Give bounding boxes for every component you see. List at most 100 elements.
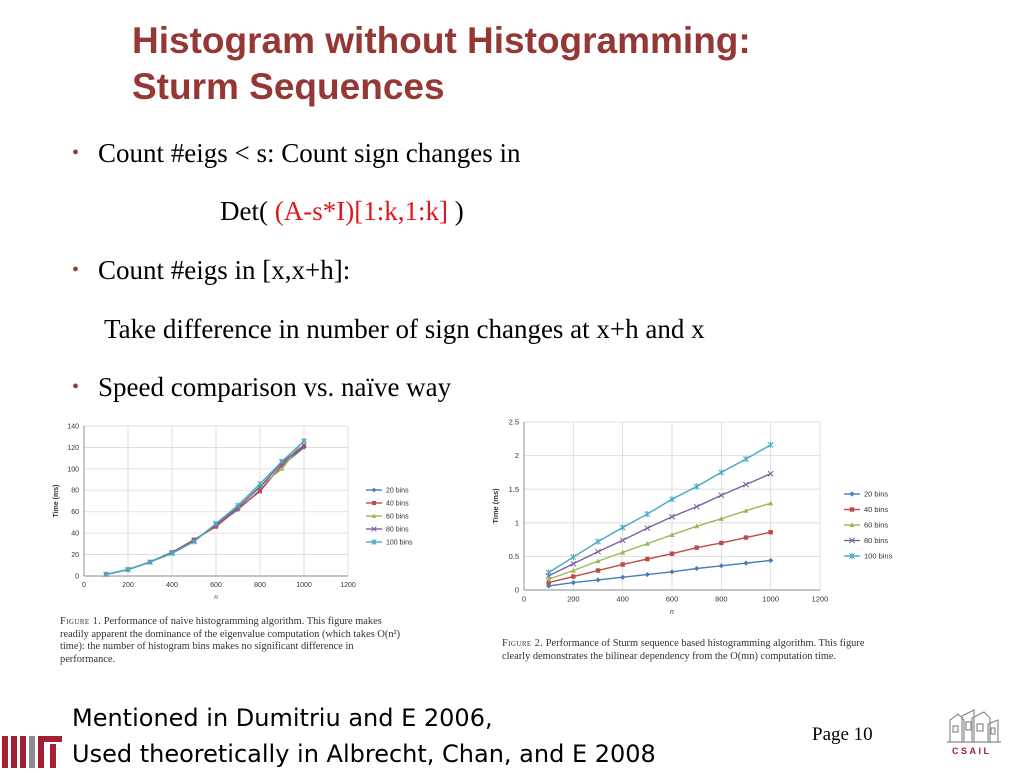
data-point — [645, 556, 650, 562]
bullet-dot-icon: • — [72, 259, 80, 281]
legend-marker — [371, 500, 377, 506]
legend-label: 100 bins — [864, 552, 893, 561]
data-point — [694, 545, 699, 550]
legend-marker — [849, 507, 855, 512]
data-point — [620, 562, 625, 567]
y-tick-label: 2 — [515, 451, 519, 460]
y-axis-label: Time (ms) — [491, 488, 500, 524]
data-point — [768, 529, 773, 535]
x-tick-label: 800 — [715, 595, 728, 604]
data-point — [570, 580, 576, 586]
bullet-2-detail: Take difference in number of sign change… — [104, 314, 705, 345]
data-point — [669, 569, 675, 575]
data-point — [213, 524, 219, 529]
data-point — [595, 538, 601, 545]
data-point — [301, 438, 307, 444]
data-point — [620, 574, 626, 580]
legend-marker — [849, 552, 855, 560]
data-point — [669, 496, 675, 503]
data-point — [743, 481, 749, 488]
data-point — [693, 503, 700, 510]
x-tick-label: 400 — [616, 595, 629, 604]
x-tick-label: 400 — [166, 582, 178, 589]
data-point — [693, 483, 700, 490]
y-tick-label: 80 — [71, 488, 79, 495]
slide-title: Histogram without Histogramming: Sturm S… — [132, 18, 992, 110]
data-point — [169, 550, 175, 557]
det-expression: Det( (A-s*I)[1:k,1:k] ) — [220, 196, 464, 227]
data-point — [743, 455, 749, 463]
page-number: Page 10 — [812, 724, 873, 745]
data-point — [619, 524, 626, 531]
data-point — [595, 577, 601, 583]
legend-marker — [371, 487, 377, 493]
series-line — [548, 502, 771, 580]
legend-label: 80 bins — [864, 536, 888, 545]
data-point — [571, 574, 576, 579]
bullet-3: • Speed comparison vs. naïve way — [72, 372, 451, 403]
data-point — [545, 569, 552, 576]
bullet-1-text: Count #eigs < s: Count sign changes in — [98, 138, 521, 168]
y-tick-label: 0.5 — [509, 552, 519, 561]
data-point — [619, 537, 626, 544]
x-tick-label: 600 — [210, 582, 222, 589]
data-point — [546, 576, 552, 582]
csail-label: CSAIL — [952, 746, 992, 756]
data-point — [768, 500, 774, 506]
data-point — [718, 516, 724, 521]
mention-text: Mentioned in Dumitriu and E 2006, Used t… — [72, 700, 656, 772]
data-point — [570, 567, 576, 573]
mit-logo-icon — [2, 736, 62, 768]
y-tick-label: 0 — [515, 586, 519, 595]
legend-label: 20 bins — [386, 487, 409, 494]
data-point — [279, 466, 285, 471]
data-point — [235, 502, 241, 509]
x-tick-label: 800 — [254, 582, 266, 589]
data-point — [719, 540, 724, 546]
mention-line-2: Used theoretically in Albrecht, Chan, an… — [72, 740, 656, 768]
data-point — [669, 551, 675, 556]
figure-1-text: Performance of naive histogramming algor… — [60, 616, 401, 665]
legend-marker — [849, 491, 855, 497]
slide-title-line-2: Sturm Sequences — [132, 66, 445, 107]
data-point — [718, 469, 725, 476]
series-line — [105, 445, 305, 576]
legend-label: 20 bins — [864, 490, 888, 499]
bullet-2-text: Count #eigs in [x,x+h]: — [98, 255, 351, 285]
data-point — [694, 523, 700, 529]
legend-marker — [849, 537, 855, 544]
y-tick-label: 0 — [75, 573, 79, 580]
data-point — [191, 538, 197, 545]
figure-2-label: Figure 2. — [502, 638, 544, 649]
legend-label: 80 bins — [386, 526, 409, 533]
figure-2-text: Performance of Sturm sequence based hist… — [502, 638, 865, 662]
y-tick-label: 2.5 — [509, 418, 519, 427]
data-point — [669, 532, 675, 537]
series-line — [548, 473, 771, 577]
data-point — [301, 442, 307, 449]
data-point — [767, 441, 774, 448]
chart-naive-svg: 0 200 400 600 800 1000 1200 0 20 40 60 80 100 120 140 n… — [53, 423, 413, 601]
x-tick-label: 200 — [567, 595, 580, 604]
y-tick-label: 1.5 — [509, 485, 519, 494]
legend-label: 100 bins — [386, 539, 413, 546]
det-suffix: ) — [447, 196, 464, 226]
x-tick-label: 1000 — [762, 595, 779, 604]
data-point — [301, 444, 307, 449]
y-tick-label: 40 — [71, 531, 79, 538]
data-point — [718, 492, 725, 499]
det-matrix: (A-s*I)[1:k,1:k] — [274, 196, 448, 226]
x-tick-label: 1200 — [340, 582, 356, 589]
bullet-3-text: Speed comparison vs. naïve way — [98, 372, 452, 402]
data-point — [768, 557, 774, 564]
x-axis-label: n — [214, 594, 218, 601]
x-tick-label: 200 — [122, 582, 134, 589]
figure-1-caption: Figure 1. Performance of naive histogram… — [60, 616, 404, 666]
bullet-dot-icon: • — [72, 376, 80, 398]
y-tick-label: 100 — [67, 466, 79, 473]
bullet-2: • Count #eigs in [x,x+h]: — [72, 255, 350, 286]
bullet-dot-icon: • — [72, 142, 80, 164]
mention-line-1: Mentioned in Dumitriu and E 2006, — [72, 704, 493, 732]
data-point — [546, 580, 551, 585]
series-line — [105, 444, 305, 576]
